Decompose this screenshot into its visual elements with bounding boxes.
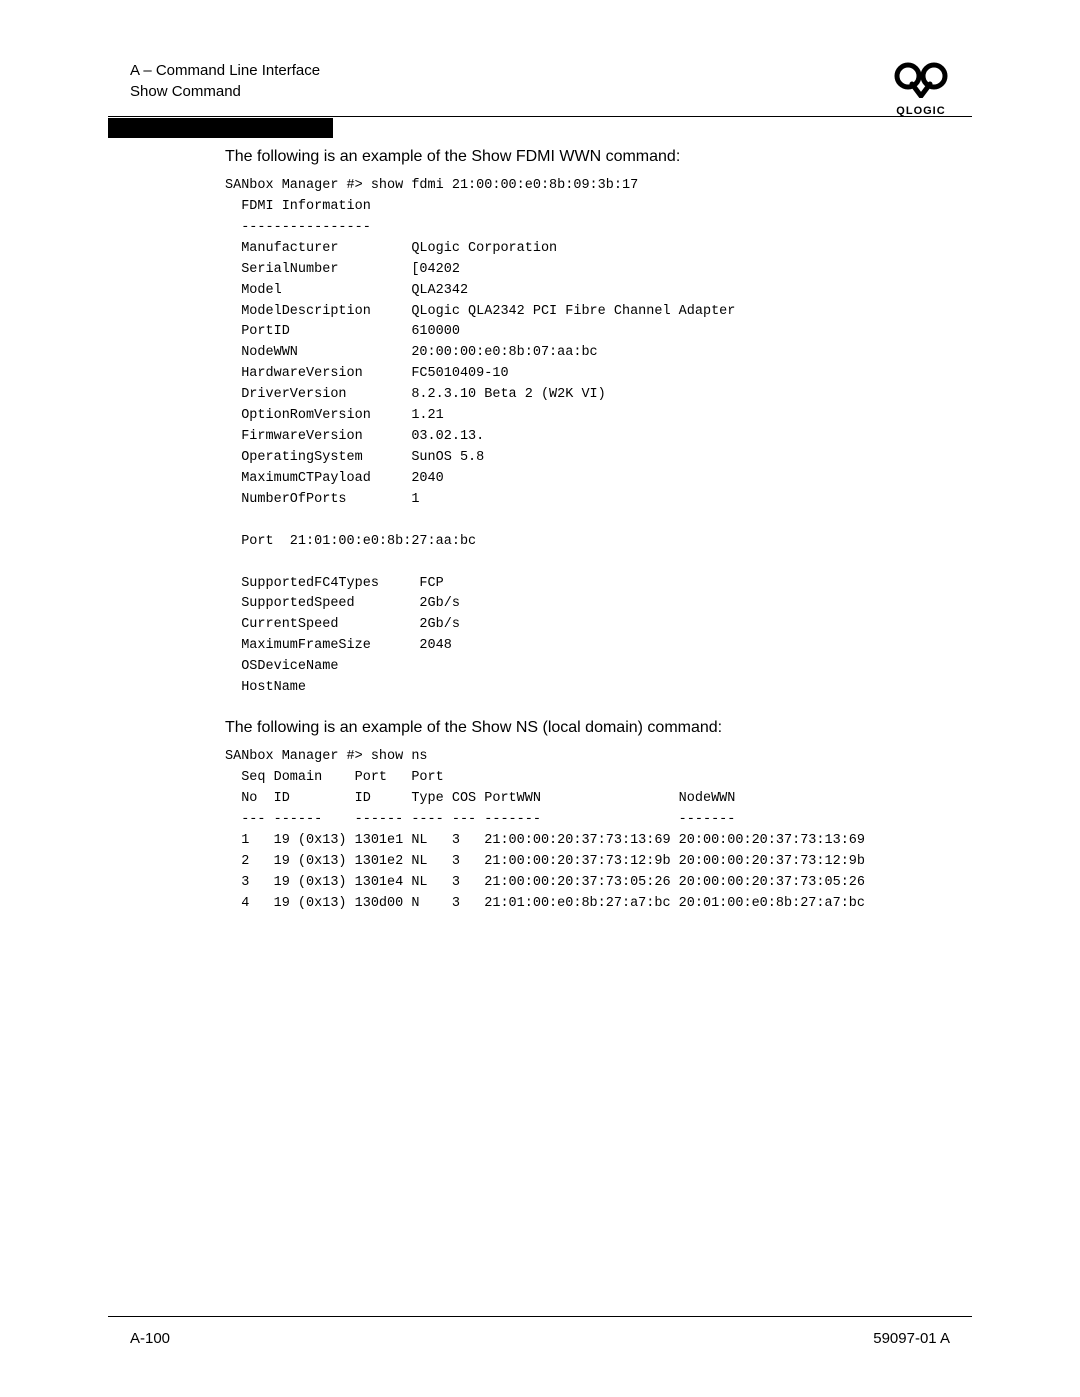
header-rule	[108, 116, 972, 117]
revision-bar	[108, 118, 333, 138]
page-footer: A-100 59097-01 A	[130, 1330, 950, 1347]
qlogic-logo-icon	[892, 60, 950, 98]
page-content: The following is an example of the Show …	[225, 148, 950, 918]
footer-rule	[108, 1316, 972, 1317]
header-line-1: A – Command Line Interface	[130, 60, 320, 81]
fdmi-output-block: SANbox Manager #> show fdmi 21:00:00:e0:…	[225, 176, 950, 699]
brand-logo-area: QLOGIC	[892, 60, 950, 117]
header-line-2: Show Command	[130, 81, 320, 102]
section-2-title: The following is an example of the Show …	[225, 719, 950, 737]
section-1-title: The following is an example of the Show …	[225, 148, 950, 166]
page-header: A – Command Line Interface Show Command …	[130, 60, 950, 117]
doc-number: 59097-01 A	[873, 1330, 950, 1347]
ns-output-block: SANbox Manager #> show ns Seq Domain Por…	[225, 747, 950, 914]
page-number: A-100	[130, 1330, 170, 1347]
header-title-block: A – Command Line Interface Show Command	[130, 60, 320, 102]
